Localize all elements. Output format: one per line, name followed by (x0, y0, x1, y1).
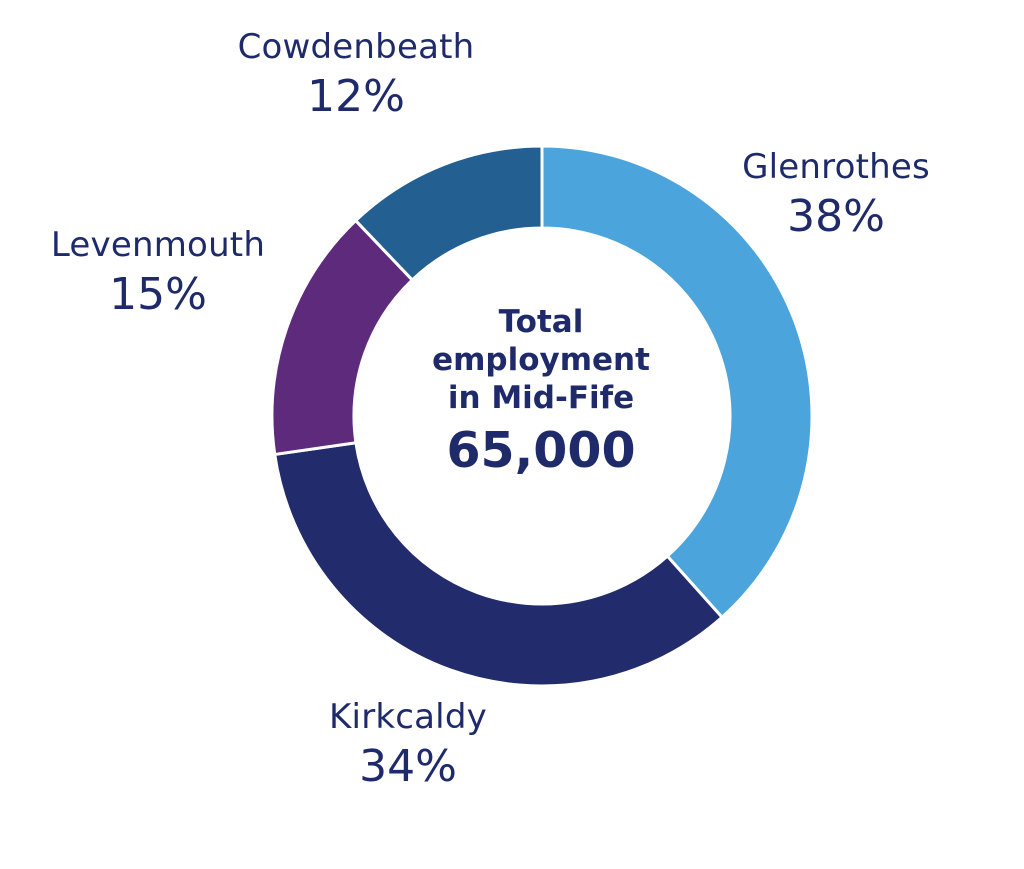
center-line-1: Total (498, 304, 584, 340)
label-levenmouth-name: Levenmouth (50, 225, 266, 265)
donut-segment-cowdenbeath (353, 144, 544, 283)
label-levenmouth: Levenmouth 15% (36, 225, 280, 320)
center-total-value: 65,000 (446, 422, 636, 479)
center-summary: Total employment in Mid-Fife 65,000 (400, 303, 682, 481)
donut-segment-glenrothes (540, 144, 814, 620)
label-levenmouth-value: 15% (109, 268, 207, 320)
label-kirkcaldy: Kirkcaldy 34% (298, 697, 518, 792)
label-cowdenbeath-name: Cowdenbeath (237, 27, 475, 67)
label-cowdenbeath-value: 12% (307, 70, 405, 122)
label-glenrothes: Glenrothes 38% (726, 147, 946, 242)
label-glenrothes-value: 38% (787, 190, 885, 242)
center-line-2: employment (432, 342, 650, 378)
label-cowdenbeath: Cowdenbeath 12% (216, 27, 496, 122)
label-kirkcaldy-value: 34% (359, 740, 457, 792)
label-glenrothes-name: Glenrothes (742, 147, 930, 187)
label-kirkcaldy-name: Kirkcaldy (329, 697, 487, 737)
donut-segment-kirkcaldy (273, 441, 725, 688)
center-line-3: in Mid-Fife (447, 380, 635, 416)
